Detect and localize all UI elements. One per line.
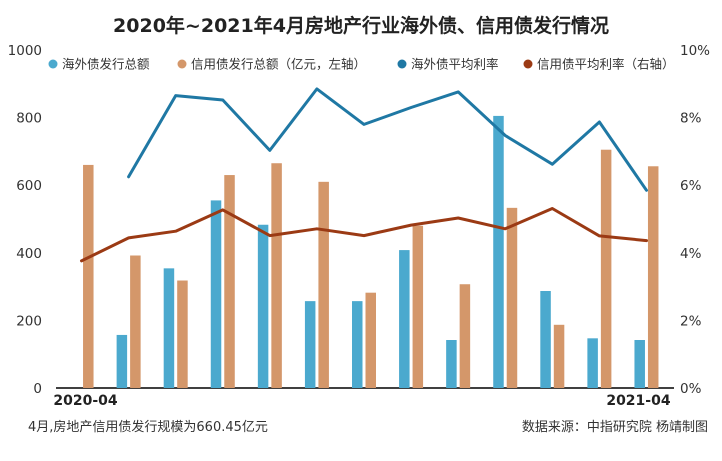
- y-left-tick-label: 0: [33, 381, 42, 397]
- legend-label-1: 信用债发行总额（亿元，左轴）: [191, 57, 366, 72]
- bar-credit-2020-04: [83, 164, 94, 388]
- bar-overseas-2020-09: [304, 301, 316, 388]
- bar-overseas-2020-10: [352, 301, 363, 388]
- bar-credit-2020-05: [130, 255, 141, 388]
- bar-overseas-2021-01: [493, 115, 504, 388]
- bar-credit-2020-11: [412, 225, 424, 388]
- legend-marker-1: [177, 59, 187, 69]
- legend-label-0: 海外债发行总额: [62, 57, 150, 72]
- bar-credit-2020-08: [271, 163, 282, 388]
- footer-note: 4月,房地产信用债发行规模为660.45亿元: [28, 419, 268, 435]
- footer-source: 数据来源：中指研究院 杨靖制图: [522, 420, 708, 435]
- line-credit-rate: [80, 207, 648, 263]
- bar-credit-2020-06: [177, 280, 188, 388]
- bar-overseas-2020-07: [210, 200, 222, 388]
- x-tick-label-first: 2020-04: [53, 393, 118, 409]
- line-overseas-rate: [127, 87, 648, 192]
- bar-overseas-2021-02: [540, 290, 551, 388]
- bar-credit-2020-10: [365, 292, 376, 388]
- bar-credit-2020-12: [459, 284, 471, 388]
- lines: [80, 87, 648, 263]
- y-left-tick-label: 200: [16, 313, 42, 329]
- bar-overseas-2021-03: [587, 338, 598, 388]
- bars: [83, 115, 659, 388]
- bar-overseas-2021-04: [634, 340, 645, 388]
- y-right-tick-label: 6%: [680, 178, 702, 194]
- chart-title: 2020年~2021年4月房地产行业海外债、信用债发行情况: [113, 14, 609, 37]
- legend: 海外债发行总额 信用债发行总额（亿元，左轴） 海外债平均利率 信用债平均利率（右轴）: [48, 57, 675, 72]
- bar-overseas-2020-05: [116, 334, 128, 388]
- bar-credit-2021-01: [506, 207, 518, 388]
- bar-credit-2021-02: [553, 324, 565, 388]
- bar-overseas-2020-12: [446, 340, 457, 388]
- legend-marker-3: [523, 59, 533, 69]
- bar-overseas-2020-11: [399, 250, 410, 388]
- legend-label-3: 信用债平均利率（右轴）: [537, 57, 675, 72]
- bar-credit-2020-07: [224, 175, 235, 388]
- y-right-tick-label: 8%: [680, 111, 702, 127]
- y-left-tick-label: 1000: [8, 43, 42, 59]
- y-right-tick-label: 2%: [680, 313, 702, 329]
- y-left-tick-label: 800: [16, 111, 42, 127]
- bar-credit-2021-03: [600, 149, 612, 388]
- axes: 0 200 400 600 800 1000 0% 2% 4% 6% 8% 10%: [8, 43, 711, 397]
- y-left-tick-label: 600: [16, 178, 42, 194]
- legend-label-2: 海外债平均利率: [411, 57, 499, 72]
- y-right-tick-label: 4%: [680, 246, 702, 262]
- y-left-tick-label: 400: [16, 246, 42, 262]
- bar-credit-2021-04: [647, 166, 659, 388]
- legend-marker-2: [397, 59, 407, 69]
- x-axis-labels: 2020-04 2021-04: [53, 393, 670, 409]
- bar-credit-2020-09: [318, 181, 329, 388]
- bar-overseas-2020-06: [163, 268, 175, 388]
- legend-marker-0: [48, 59, 58, 69]
- x-tick-label-last: 2021-04: [606, 393, 671, 409]
- y-right-tick-label: 0%: [680, 381, 702, 397]
- y-right-tick-label: 10%: [680, 43, 710, 59]
- bar-overseas-2020-08: [257, 224, 269, 388]
